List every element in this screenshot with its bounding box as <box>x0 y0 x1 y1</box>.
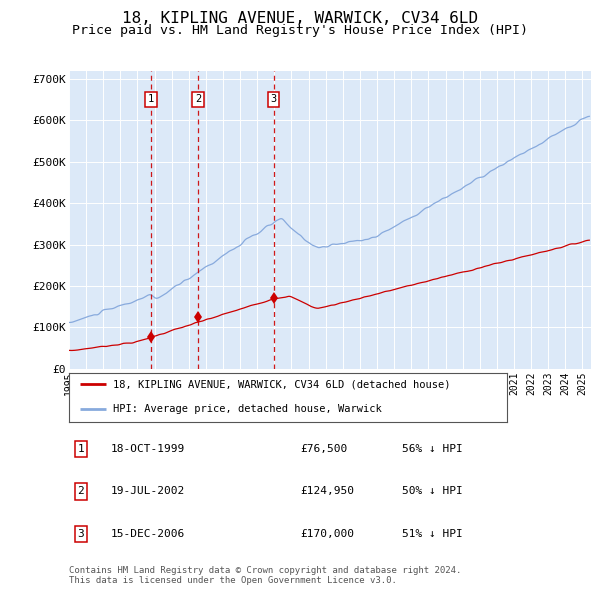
Text: Price paid vs. HM Land Registry's House Price Index (HPI): Price paid vs. HM Land Registry's House … <box>72 24 528 37</box>
Text: £124,950: £124,950 <box>300 487 354 496</box>
Text: 15-DEC-2006: 15-DEC-2006 <box>111 529 185 539</box>
Text: 3: 3 <box>77 529 85 539</box>
Text: 18-OCT-1999: 18-OCT-1999 <box>111 444 185 454</box>
Text: 50% ↓ HPI: 50% ↓ HPI <box>402 487 463 496</box>
Text: 1: 1 <box>77 444 85 454</box>
Text: 2: 2 <box>195 94 201 104</box>
Text: 2: 2 <box>77 487 85 496</box>
Text: Contains HM Land Registry data © Crown copyright and database right 2024.
This d: Contains HM Land Registry data © Crown c… <box>69 566 461 585</box>
Text: 51% ↓ HPI: 51% ↓ HPI <box>402 529 463 539</box>
Text: HPI: Average price, detached house, Warwick: HPI: Average price, detached house, Warw… <box>113 404 382 414</box>
Text: £170,000: £170,000 <box>300 529 354 539</box>
Text: 18, KIPLING AVENUE, WARWICK, CV34 6LD (detached house): 18, KIPLING AVENUE, WARWICK, CV34 6LD (d… <box>113 379 450 389</box>
Text: 18, KIPLING AVENUE, WARWICK, CV34 6LD: 18, KIPLING AVENUE, WARWICK, CV34 6LD <box>122 11 478 25</box>
Text: £76,500: £76,500 <box>300 444 347 454</box>
Text: 3: 3 <box>271 94 277 104</box>
Text: 19-JUL-2002: 19-JUL-2002 <box>111 487 185 496</box>
Text: 56% ↓ HPI: 56% ↓ HPI <box>402 444 463 454</box>
Text: 1: 1 <box>148 94 154 104</box>
